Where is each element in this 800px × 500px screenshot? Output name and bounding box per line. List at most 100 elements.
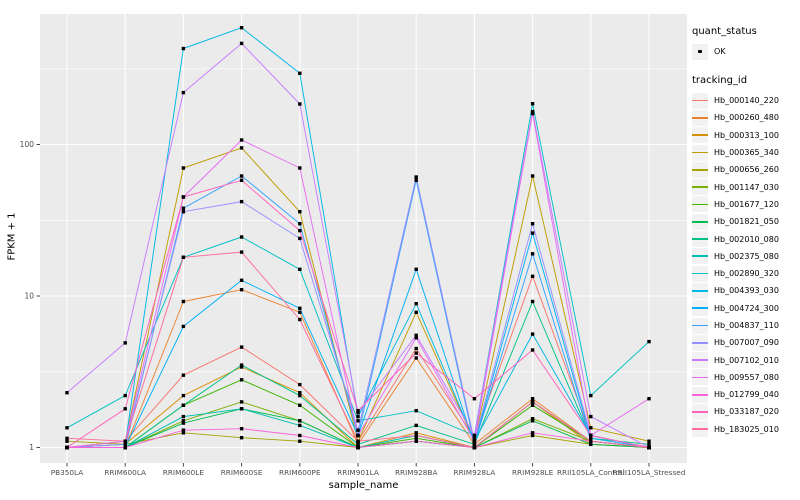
data-point (181, 393, 186, 398)
data-point (530, 109, 535, 114)
data-point (298, 419, 302, 423)
data-point (239, 199, 244, 204)
data-point (65, 391, 69, 395)
svg-text:RRII105LA_Stressed: RRII105LA_Stressed (613, 468, 686, 477)
data-point (239, 436, 244, 440)
series-color-line-icon (692, 168, 708, 171)
data-point (123, 393, 127, 398)
data-point (356, 410, 360, 415)
legend-item-label: Hb_000656_260 (714, 165, 779, 175)
data-point (298, 439, 302, 443)
legend-item-label: Hb_002890_320 (714, 269, 779, 279)
data-point (356, 409, 360, 413)
legend-item-Hb_004393_030: Hb_004393_030 (692, 282, 799, 299)
data-point (298, 236, 302, 241)
legend-item-Hb_004837_110: Hb_004837_110 (692, 317, 799, 334)
series-color-line-icon (692, 255, 708, 258)
data-point (414, 333, 418, 337)
series-color-line-icon (692, 99, 708, 102)
data-point (589, 414, 593, 419)
data-point (647, 397, 651, 401)
data-point (239, 288, 244, 292)
data-point (65, 445, 69, 450)
data-point (239, 278, 244, 282)
legend-item-Hb_002890_320: Hb_002890_320 (692, 265, 799, 282)
legend-item-Hb_009557_080: Hb_009557_080 (692, 369, 799, 386)
data-point (414, 356, 418, 360)
data-point (123, 442, 127, 446)
series-color-line-icon (692, 117, 708, 119)
data-point (530, 400, 535, 404)
data-point (298, 71, 302, 75)
data-point (181, 428, 186, 432)
data-point (414, 351, 418, 355)
legend-item-label: Hb_009557_080 (714, 372, 779, 382)
data-point (589, 426, 593, 430)
data-point (530, 419, 535, 423)
data-point (530, 222, 535, 226)
data-point (239, 26, 244, 30)
legend-item-ok: OK (692, 43, 799, 60)
legend-item-label: Hb_001147_030 (714, 182, 779, 192)
data-point (530, 403, 535, 407)
data-point (181, 255, 186, 259)
data-point (181, 414, 186, 419)
legend-item-Hb_002375_080: Hb_002375_080 (692, 248, 799, 265)
data-point (181, 421, 186, 425)
data-point (181, 419, 186, 423)
legend-key-box (692, 265, 708, 282)
legend-key-box (692, 334, 708, 351)
svg-text:RRIM928LA: RRIM928LA (454, 468, 496, 477)
data-point (530, 397, 535, 401)
legend-item-label: Hb_004724_300 (714, 303, 779, 313)
data-point (239, 146, 244, 150)
series-color-line-icon (692, 324, 708, 327)
data-point (181, 90, 186, 95)
data-point (530, 111, 535, 116)
plot-panel (40, 14, 687, 463)
data-point (65, 436, 69, 440)
data-point (647, 439, 651, 443)
legend-key-box (692, 213, 708, 230)
legend-key-box (692, 127, 708, 144)
legend-key-box (692, 109, 708, 126)
data-point (181, 210, 186, 214)
data-point (589, 442, 593, 446)
data-point (298, 403, 302, 407)
svg-text:10: 10 (24, 292, 34, 301)
data-point (298, 267, 302, 271)
data-point (530, 102, 535, 106)
legend-key-box (692, 179, 708, 196)
svg-text:RRIM600PE: RRIM600PE (279, 468, 321, 477)
data-point (647, 442, 651, 446)
series-color-line-icon (692, 411, 708, 413)
svg-text:100: 100 (20, 140, 35, 149)
data-point (181, 166, 186, 170)
legend-item-Hb_000313_100: Hb_000313_100 (692, 127, 799, 144)
data-point (414, 267, 418, 271)
legend-item-label: OK (714, 47, 726, 56)
data-point (414, 439, 418, 443)
series-color-line-icon (692, 272, 708, 275)
data-point (239, 178, 244, 182)
data-point (298, 102, 302, 106)
data-point (472, 397, 477, 401)
legend-key-box (692, 282, 708, 299)
legend-title-tracking-id: tracking_id (692, 75, 748, 86)
data-point (181, 46, 186, 51)
data-point (356, 419, 360, 423)
legend-key-box (692, 317, 708, 334)
data-point (123, 407, 127, 411)
data-point (414, 423, 418, 428)
legend-item-Hb_000365_340: Hb_000365_340 (692, 144, 799, 161)
legend-item-Hb_183025_010: Hb_183025_010 (692, 421, 799, 438)
legend-item-Hb_000140_220: Hb_000140_220 (692, 92, 799, 109)
legend-item-Hb_001147_030: Hb_001147_030 (692, 178, 799, 196)
data-point (239, 138, 244, 142)
svg-text:RRIM600LE: RRIM600LE (163, 468, 205, 477)
data-point (647, 339, 651, 344)
data-point (414, 346, 418, 351)
legend-item-Hb_001677_120: Hb_001677_120 (692, 196, 799, 213)
legend-item-label: Hb_000140_220 (714, 96, 779, 106)
svg-text:RRIM928BA: RRIM928BA (395, 468, 438, 477)
